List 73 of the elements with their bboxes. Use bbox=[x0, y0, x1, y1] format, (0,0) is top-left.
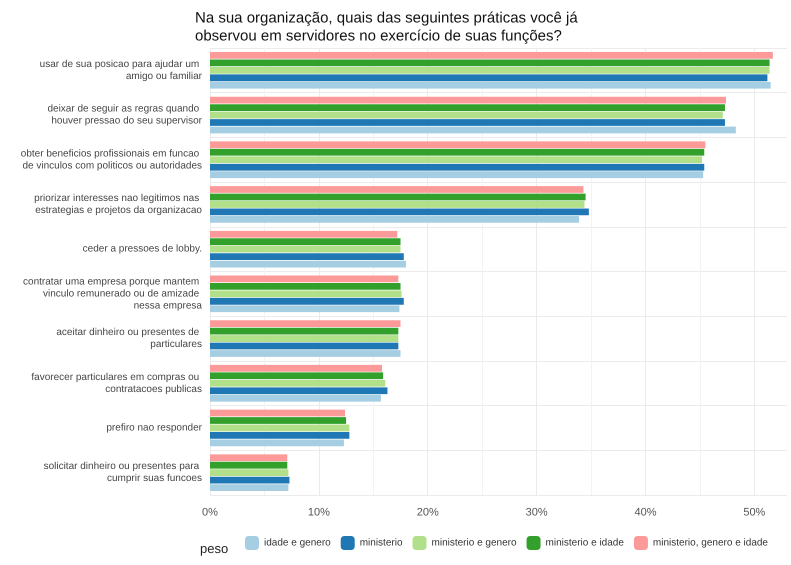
bar bbox=[210, 394, 381, 402]
x-tick-label: 0% bbox=[202, 506, 218, 518]
bar bbox=[210, 364, 382, 372]
bar bbox=[210, 66, 770, 74]
bar bbox=[210, 298, 404, 305]
bar bbox=[210, 201, 585, 208]
bar bbox=[210, 424, 350, 432]
bar bbox=[210, 253, 404, 260]
y-tick-label: aceitar dinheiro ou presentes de particulares bbox=[56, 327, 202, 350]
y-tick-label: contratar uma empresa porque mantem vinculo remunerado ou de amizade nessa empresa bbox=[23, 276, 202, 312]
legend-label: ministerio bbox=[360, 538, 403, 548]
bar bbox=[210, 246, 401, 253]
legend-label: ministerio e idade bbox=[546, 538, 624, 548]
bar bbox=[210, 305, 400, 312]
legend-title: peso bbox=[200, 541, 228, 556]
bar bbox=[210, 462, 288, 469]
bar bbox=[210, 126, 736, 134]
bar bbox=[210, 216, 580, 223]
bar bbox=[210, 282, 401, 290]
bar bbox=[210, 342, 398, 350]
legend-label: idade e genero bbox=[264, 538, 332, 548]
bar bbox=[210, 372, 384, 380]
bar bbox=[210, 469, 288, 476]
bar bbox=[210, 52, 773, 59]
bar bbox=[210, 74, 768, 82]
bar bbox=[210, 141, 706, 148]
x-tick-label: 30% bbox=[526, 506, 548, 518]
y-tick-label: solicitar dinheiro ou presentes para cumprir suas funcoes bbox=[44, 461, 202, 484]
legend-label: ministerio e genero bbox=[432, 538, 517, 548]
bar bbox=[210, 230, 398, 238]
y-tick-label: usar de sua posicao para ajudar um amigo ou familiar bbox=[40, 58, 203, 82]
bar bbox=[210, 432, 350, 439]
x-tick-label: 10% bbox=[308, 506, 330, 518]
bar bbox=[210, 417, 346, 424]
x-tick-label: 50% bbox=[743, 506, 766, 518]
bar bbox=[210, 119, 725, 126]
bar bbox=[210, 387, 388, 394]
chart-title: Na sua organização, quais das seguintes práticas você já observou em servidores no exercício de suas funções? bbox=[195, 10, 582, 44]
bar bbox=[210, 290, 402, 298]
bar bbox=[210, 186, 584, 193]
bar bbox=[210, 238, 401, 246]
bar bbox=[210, 380, 386, 387]
y-tick-label: ceder a pressoes de lobby. bbox=[82, 244, 202, 255]
bar bbox=[210, 328, 398, 334]
bar bbox=[210, 476, 290, 484]
bar bbox=[210, 276, 398, 282]
y-tick-label: prefiro nao responder bbox=[106, 422, 203, 434]
y-tick-label: favorecer particulares em compras ou contratacoes publicas bbox=[31, 372, 202, 395]
bar bbox=[210, 350, 401, 357]
bar bbox=[210, 194, 586, 200]
bar bbox=[210, 171, 704, 178]
bar bbox=[210, 410, 345, 416]
bar bbox=[210, 208, 589, 216]
bar bbox=[210, 104, 725, 111]
y-tick-label: priorizar interesses nao legitimos nas estrategias e projetos da organizacao bbox=[34, 192, 202, 216]
bar bbox=[210, 164, 704, 171]
y-tick-label: deixar de seguir as regras quando houver pressao do seu supervisor bbox=[47, 104, 203, 127]
legend-label: ministerio, genero e idade bbox=[652, 538, 768, 548]
bar bbox=[210, 260, 406, 268]
bar bbox=[210, 156, 702, 164]
bar bbox=[210, 112, 723, 118]
bar bbox=[210, 59, 770, 66]
bar bbox=[210, 148, 704, 156]
bar bbox=[210, 320, 401, 328]
x-tick-label: 20% bbox=[416, 506, 439, 518]
bar bbox=[210, 82, 771, 89]
y-tick-label: obter beneficios profissionais em funcao de vinculos com politicos ou autoridades bbox=[20, 148, 202, 172]
bar bbox=[210, 439, 344, 446]
x-tick-label: 40% bbox=[634, 506, 657, 518]
bar bbox=[210, 484, 288, 491]
bar bbox=[210, 335, 398, 342]
bar bbox=[210, 454, 288, 462]
bar bbox=[210, 96, 726, 104]
